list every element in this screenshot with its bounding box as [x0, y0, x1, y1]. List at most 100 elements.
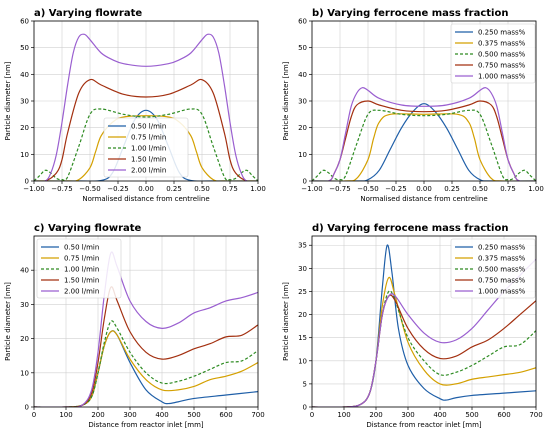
panel-title: a) Varying flowrate	[34, 8, 142, 19]
x-tick-label: 500	[465, 411, 478, 419]
y-tick-label: 0	[25, 404, 29, 412]
x-tick-label: 0.50	[472, 185, 488, 193]
y-tick-label: 30	[20, 301, 29, 309]
legend-entry: 0.500 mass%	[478, 266, 526, 274]
y-tick-label: 20	[20, 335, 29, 343]
x-tick-label: 400	[155, 411, 168, 419]
y-tick-label: 20	[298, 124, 307, 132]
x-tick-label: 0.50	[194, 185, 210, 193]
legend-entry: 0.750 mass%	[478, 277, 526, 285]
legend-box	[450, 23, 536, 84]
y-tick-label: 50	[20, 44, 29, 52]
x-tick-label: −0.75	[329, 185, 350, 193]
x-tick-label: 1.00	[250, 185, 266, 193]
legend-entry: 1.000 mass%	[478, 288, 526, 296]
x-tick-label: 600	[219, 411, 232, 419]
x-tick-label: 200	[369, 411, 382, 419]
y-tick-label: 40	[298, 71, 307, 79]
plot-frame	[33, 235, 259, 408]
legend-entry: 1.000 mass%	[478, 73, 526, 81]
y-axis-label: Particle diameter [nm]	[282, 61, 290, 140]
x-axis-label: Normalised distance from centreline	[360, 195, 487, 203]
series-line-4	[34, 286, 258, 407]
x-axis-label: Normalised distance from centreline	[82, 195, 209, 203]
legend-box	[450, 238, 536, 299]
x-tick-label: −0.50	[79, 185, 100, 193]
legend-entry: 0.75 l/min	[131, 134, 166, 142]
series-line-3	[312, 290, 536, 407]
y-tick-label: 40	[20, 267, 29, 275]
series-line-5	[312, 258, 536, 407]
series-line-1	[312, 103, 536, 181]
series-line-2	[34, 115, 258, 181]
x-tick-label: −0.50	[357, 185, 378, 193]
x-tick-label: 0.75	[500, 185, 516, 193]
legend-entry: 1.00 l/min	[131, 145, 166, 153]
series-line-4	[34, 78, 258, 181]
y-axis-label: Particle diameter [nm]	[4, 61, 12, 140]
x-tick-label: 500	[187, 411, 200, 419]
x-tick-label: 300	[401, 411, 414, 419]
x-tick-label: 0.25	[166, 185, 182, 193]
legend-box	[36, 238, 122, 299]
panel-c: 0 100 200 300 400 500 600 700 0 10 20 30 40 c) Varyin…	[4, 223, 265, 429]
y-axis-label: Particle diameter [nm]	[282, 282, 290, 361]
legend-entry: 0.375 mass%	[478, 40, 526, 48]
legend-entry: 0.250 mass%	[478, 244, 526, 252]
series-line-2	[312, 113, 536, 181]
x-axis-label: Distance from reactor inlet [mm]	[366, 421, 482, 429]
plot-frame	[33, 20, 259, 182]
legend-entry: 1.50 l/min	[64, 277, 99, 285]
y-tick-label: 35	[298, 242, 307, 250]
panel-title: c) Varying flowrate	[34, 223, 142, 234]
plot-frame	[311, 20, 537, 182]
panel-a: −1.00 −0.75 −0.50 −0.25 0.00 0.25 0.50 0.75 1.00…	[4, 8, 266, 203]
x-tick-label: −1.00	[301, 185, 322, 193]
x-tick-label: 0	[310, 411, 314, 419]
y-tick-label: 50	[298, 44, 307, 52]
plot-frame	[311, 235, 537, 408]
legend-box	[103, 117, 189, 178]
x-tick-label: −0.25	[385, 185, 406, 193]
y-tick-label: 60	[298, 18, 307, 26]
panel-title: b) Varying ferrocene mass fraction	[312, 8, 508, 19]
legend: 0.50 l/min 0.75 l/min 1.00 l/min 1.50 l/min…	[103, 117, 189, 178]
legend-entry: 1.50 l/min	[131, 156, 166, 164]
legend-entry: 0.500 mass%	[478, 51, 526, 59]
y-tick-label: 20	[298, 311, 307, 319]
series-line-3	[34, 320, 258, 407]
x-tick-label: 200	[91, 411, 104, 419]
panel-d: 0 100 200 300 400 500 600 700 0 5 10 15 20 25 30 35 d) V…	[282, 223, 543, 429]
x-tick-label: 400	[433, 411, 446, 419]
legend-entry: 0.50 l/min	[64, 244, 99, 252]
legend: 0.50 l/min 0.75 l/min 1.00 l/min 1.50 l/min…	[36, 238, 122, 299]
x-tick-label: 0.00	[138, 185, 154, 193]
legend-entry: 0.750 mass%	[478, 62, 526, 70]
y-tick-label: 15	[298, 334, 307, 342]
legend: 0.250 mass% 0.375 mass% 0.500 mass% 0.750 m…	[450, 23, 536, 84]
x-tick-label: 700	[529, 411, 542, 419]
legend: 0.250 mass% 0.375 mass% 0.500 mass% 0.750 m…	[450, 238, 536, 299]
y-tick-label: 25	[298, 288, 307, 296]
y-tick-label: 30	[20, 98, 29, 106]
legend-entry: 0.250 mass%	[478, 29, 526, 37]
x-tick-label: 0.00	[416, 185, 432, 193]
x-tick-label: 300	[123, 411, 136, 419]
y-tick-label: 0	[303, 404, 307, 412]
series-line-5	[312, 86, 536, 181]
panel-title: d) Varying ferrocene mass fraction	[312, 223, 508, 234]
y-tick-label: 10	[20, 369, 29, 377]
x-tick-label: 100	[59, 411, 72, 419]
x-tick-label: 0.25	[444, 185, 460, 193]
series-line-1	[34, 109, 258, 181]
y-tick-label: 40	[20, 71, 29, 79]
x-tick-label: 700	[251, 411, 264, 419]
panel-b: −1.00 −0.75 −0.50 −0.25 0.00 0.25 0.50 0.75 1.00…	[282, 8, 544, 203]
y-tick-label: 5	[303, 380, 307, 388]
x-axis-label: Distance from reactor inlet [mm]	[88, 421, 204, 429]
x-tick-label: 0	[32, 411, 36, 419]
y-tick-label: 10	[298, 151, 307, 159]
legend-entry: 0.375 mass%	[478, 255, 526, 263]
y-tick-label: 10	[20, 151, 29, 159]
x-tick-label: 100	[337, 411, 350, 419]
